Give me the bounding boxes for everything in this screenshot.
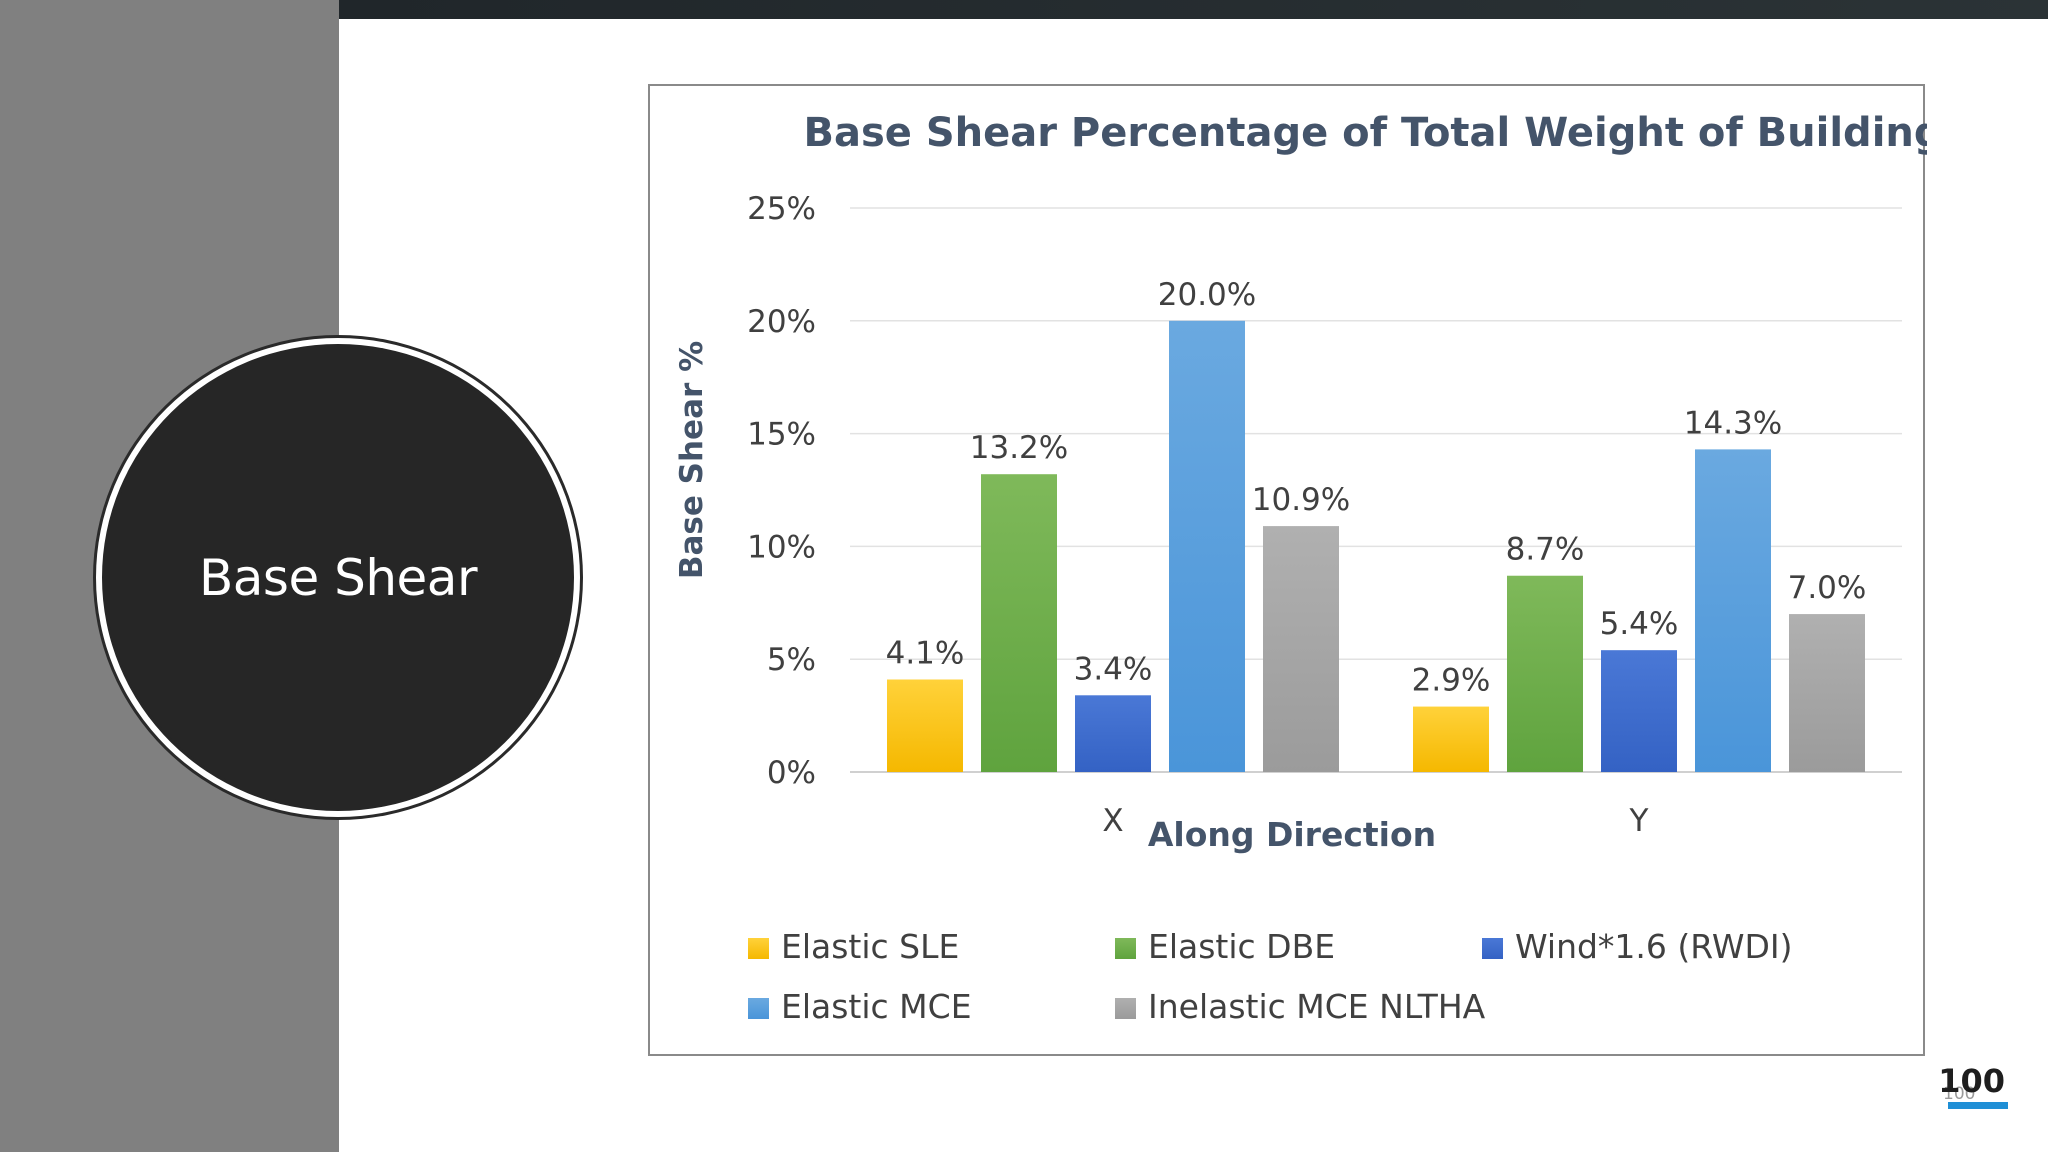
legend-label: Elastic SLE — [781, 927, 959, 966]
y-tick-label: 10% — [747, 529, 816, 565]
data-label: 2.9% — [1412, 663, 1491, 699]
data-label: 4.1% — [886, 636, 965, 672]
y-tick-label: 5% — [767, 642, 816, 678]
data-label: 20.0% — [1158, 277, 1256, 313]
bar-chart: Base Shear Percentage of Total Weight of… — [674, 110, 1927, 1026]
data-label: 8.7% — [1506, 532, 1585, 568]
legend-label: Inelastic MCE NLTHA — [1148, 987, 1486, 1026]
top-bar — [339, 0, 2048, 19]
section-title: Base Shear — [198, 548, 478, 607]
legend-swatch — [1115, 938, 1136, 959]
bar — [1075, 695, 1151, 772]
legend-swatch — [748, 938, 769, 959]
y-tick-label: 20% — [747, 304, 816, 340]
data-label: 13.2% — [970, 430, 1068, 466]
bar — [1263, 526, 1339, 772]
bar — [1413, 706, 1489, 772]
legend-swatch — [748, 998, 769, 1019]
page-number-ghost: 100 — [1943, 1084, 1976, 1104]
y-axis-label: Base Shear % — [674, 341, 710, 579]
legend-swatch — [1482, 938, 1503, 959]
x-tick-label: Y — [1629, 803, 1649, 839]
data-label: 14.3% — [1684, 405, 1782, 441]
bar — [1695, 449, 1771, 772]
legend-swatch — [1115, 998, 1136, 1019]
bar — [981, 474, 1057, 772]
y-tick-label: 15% — [747, 417, 816, 453]
bar — [1507, 575, 1583, 772]
legend-label: Elastic MCE — [781, 987, 972, 1026]
x-tick-label: X — [1102, 803, 1123, 839]
page-number: 100 100 — [1938, 1062, 2008, 1109]
bar — [887, 679, 963, 772]
page-number-underline — [1948, 1102, 2008, 1109]
chart-title: Base Shear Percentage of Total Weight of… — [803, 110, 1927, 156]
section-circle: Base Shear — [102, 344, 574, 811]
legend-label: Wind*1.6 (RWDI) — [1515, 927, 1793, 966]
bar — [1169, 320, 1245, 772]
data-label: 7.0% — [1788, 570, 1867, 606]
page-number-main: 100 — [1938, 1062, 2005, 1100]
legend-label: Elastic DBE — [1148, 927, 1335, 966]
y-tick-label: 0% — [767, 755, 816, 791]
y-tick-label: 25% — [747, 191, 816, 227]
x-axis-label: Along Direction — [1148, 815, 1436, 854]
data-label: 10.9% — [1252, 482, 1350, 518]
chart-frame: Base Shear Percentage of Total Weight of… — [648, 84, 1927, 1056]
bar — [1601, 650, 1677, 772]
data-label: 3.4% — [1074, 651, 1153, 687]
data-label: 5.4% — [1600, 606, 1679, 642]
bar — [1789, 614, 1865, 772]
